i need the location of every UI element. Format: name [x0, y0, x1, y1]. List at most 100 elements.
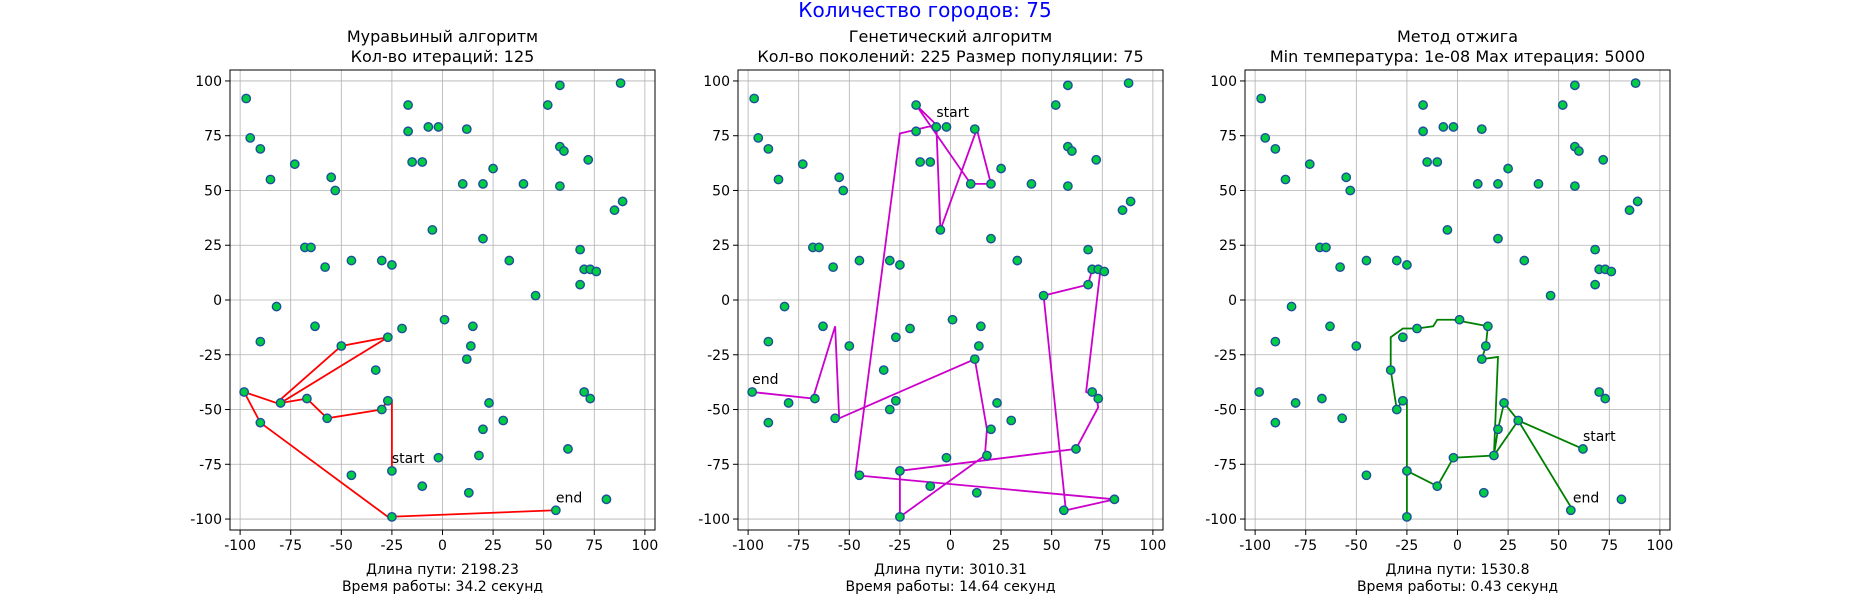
city-point — [1099, 266, 1110, 277]
city-point — [1321, 242, 1331, 253]
city-point — [844, 341, 855, 351]
x-tick-label: -25 — [1395, 538, 1418, 554]
city-point — [275, 398, 286, 408]
city-point — [1125, 196, 1136, 207]
city-point — [884, 404, 895, 415]
city-point — [986, 233, 996, 244]
city-point — [387, 511, 397, 522]
x-tick-label: 0 — [1453, 538, 1462, 554]
city-point — [1270, 417, 1281, 428]
x-tick-label: -25 — [888, 538, 911, 554]
city-point — [423, 122, 434, 132]
x-tick-label: 75 — [585, 538, 603, 554]
city-point — [941, 122, 952, 132]
city-point — [834, 172, 845, 183]
city-point — [320, 262, 331, 273]
city-point — [255, 143, 266, 154]
city-point — [407, 157, 418, 167]
y-tick-label: 25 — [204, 238, 222, 254]
city-point — [895, 260, 905, 270]
y-tick-label: 0 — [721, 293, 730, 309]
city-point — [585, 393, 596, 404]
city-point — [397, 323, 407, 334]
city-point — [1489, 450, 1499, 461]
city-point — [1325, 321, 1335, 332]
city-point — [554, 181, 565, 191]
city-point — [1109, 494, 1120, 505]
x-tick-label: 50 — [1550, 538, 1568, 554]
chart-caption-line: Длина пути: 1530.8 — [1385, 562, 1529, 578]
x-tick-label: -50 — [330, 538, 353, 554]
city-point — [478, 424, 488, 435]
city-point — [575, 279, 586, 290]
x-tick-label: -25 — [380, 538, 403, 554]
city-point — [463, 487, 474, 498]
city-point — [241, 93, 252, 104]
city-point — [1513, 415, 1524, 426]
start-label: start — [1583, 429, 1616, 445]
city-point — [255, 417, 266, 428]
city-point — [387, 465, 397, 476]
y-tick-label: 75 — [1219, 129, 1237, 145]
city-point — [971, 487, 982, 498]
city-point — [1624, 205, 1635, 216]
city-point — [542, 100, 553, 110]
city-point — [996, 163, 1006, 174]
x-tick-label: 25 — [1499, 538, 1517, 554]
city-point — [1256, 93, 1267, 104]
chart-caption-line: Длина пути: 3010.31 — [874, 562, 1027, 578]
y-tick-label: -100 — [190, 512, 222, 528]
city-point — [931, 122, 942, 132]
city-point — [504, 255, 515, 266]
city-point — [1480, 341, 1491, 351]
city-point — [1493, 179, 1503, 189]
city-point — [1071, 444, 1081, 454]
axes-frame — [1244, 69, 1671, 531]
city-point — [417, 481, 428, 492]
city-point — [461, 354, 472, 365]
city-point — [1493, 424, 1503, 435]
city-point — [579, 387, 590, 397]
city-point — [1598, 154, 1609, 165]
city-point — [478, 179, 488, 189]
city-point — [1472, 179, 1483, 189]
city-point — [1286, 301, 1297, 312]
city-point — [330, 185, 341, 196]
y-tick-label: -75 — [1214, 457, 1237, 473]
city-point — [1422, 157, 1433, 167]
city-point — [563, 444, 573, 454]
y-tick-label: -100 — [1205, 512, 1237, 528]
chart-caption-line: Время работы: 14.64 секунд — [846, 579, 1056, 595]
x-tick-label: -75 — [1294, 538, 1317, 554]
city-point — [1432, 157, 1443, 167]
city-point — [1006, 415, 1017, 426]
city-point — [427, 225, 438, 235]
city-point — [615, 78, 626, 89]
city-point — [1361, 255, 1372, 266]
city-point — [1290, 398, 1301, 408]
city-point — [1448, 452, 1459, 463]
x-tick-label: 50 — [1043, 538, 1061, 554]
city-point — [1402, 465, 1412, 476]
city-point — [1590, 279, 1601, 290]
chart-title-line: Генетический алгоритм — [849, 27, 1052, 46]
city-point — [1254, 387, 1265, 397]
y-tick-label: 50 — [1219, 183, 1237, 199]
chart-caption-line: Время работы: 34.2 секунд — [342, 579, 543, 595]
x-tick-label: -100 — [224, 538, 256, 554]
city-point — [1616, 494, 1627, 505]
city-point — [973, 341, 984, 351]
city-point — [1397, 332, 1408, 343]
city-point — [245, 133, 256, 143]
city-point — [1351, 341, 1362, 351]
city-point — [575, 244, 586, 255]
city-point — [382, 332, 393, 343]
city-point — [1442, 225, 1453, 235]
city-point — [905, 323, 915, 334]
city-point — [1341, 172, 1352, 183]
city-point — [783, 398, 794, 408]
figure-suptitle: Количество городов: 75 — [798, 0, 1051, 22]
city-point — [878, 365, 889, 375]
city-point — [1432, 481, 1443, 492]
city-point — [1123, 78, 1134, 89]
